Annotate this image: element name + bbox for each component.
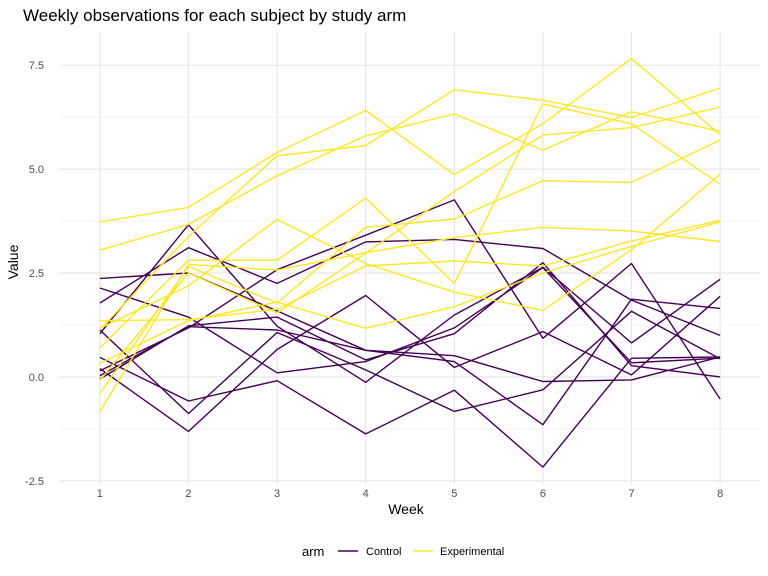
x-tick-label: 4 <box>363 488 369 500</box>
series-line-experimental <box>99 106 721 381</box>
x-tick-label: 5 <box>451 488 457 500</box>
x-axis-title: Week <box>388 501 425 517</box>
series-line-experimental <box>99 221 721 364</box>
y-tick-label: -2.5 <box>25 476 44 488</box>
legend-label-control: Control <box>366 546 401 558</box>
y-tick-label: 2.5 <box>29 268 44 280</box>
chart-title: Weekly observations for each subject by … <box>23 6 406 25</box>
x-tick-label: 6 <box>540 488 546 500</box>
series-line-control <box>99 310 721 415</box>
series-line-control <box>99 224 721 383</box>
legend-title: arm <box>302 544 324 559</box>
legend: arm Control Experimental <box>302 544 504 559</box>
series-line-control <box>99 298 721 426</box>
series-line-control <box>99 356 721 468</box>
x-tick-label: 2 <box>185 488 191 500</box>
series-line-experimental <box>99 226 721 413</box>
y-tick-label: 7.5 <box>29 60 44 72</box>
x-tick-label: 3 <box>274 488 280 500</box>
series-line-control <box>99 294 721 433</box>
plot-lines <box>99 57 721 468</box>
tick-labels: -2.5 0.0 2.5 5.0 7.5 1 2 3 4 5 6 7 8 <box>25 60 723 500</box>
legend-label-experimental: Experimental <box>440 546 504 558</box>
x-tick-label: 1 <box>97 488 103 500</box>
series-line-experimental <box>99 57 721 223</box>
y-tick-label: 0.0 <box>29 372 44 384</box>
y-axis-title: Value <box>5 244 21 279</box>
grid <box>60 32 760 485</box>
series-line-experimental <box>99 87 721 331</box>
y-tick-label: 5.0 <box>29 164 44 176</box>
x-tick-label: 7 <box>628 488 634 500</box>
series-line-experimental <box>99 173 721 329</box>
x-tick-label: 8 <box>717 488 723 500</box>
series-line-experimental <box>99 103 721 349</box>
series-line-control <box>99 238 721 337</box>
series-line-control <box>99 266 721 374</box>
series-line-control <box>99 262 721 380</box>
series-line-experimental <box>99 111 721 251</box>
